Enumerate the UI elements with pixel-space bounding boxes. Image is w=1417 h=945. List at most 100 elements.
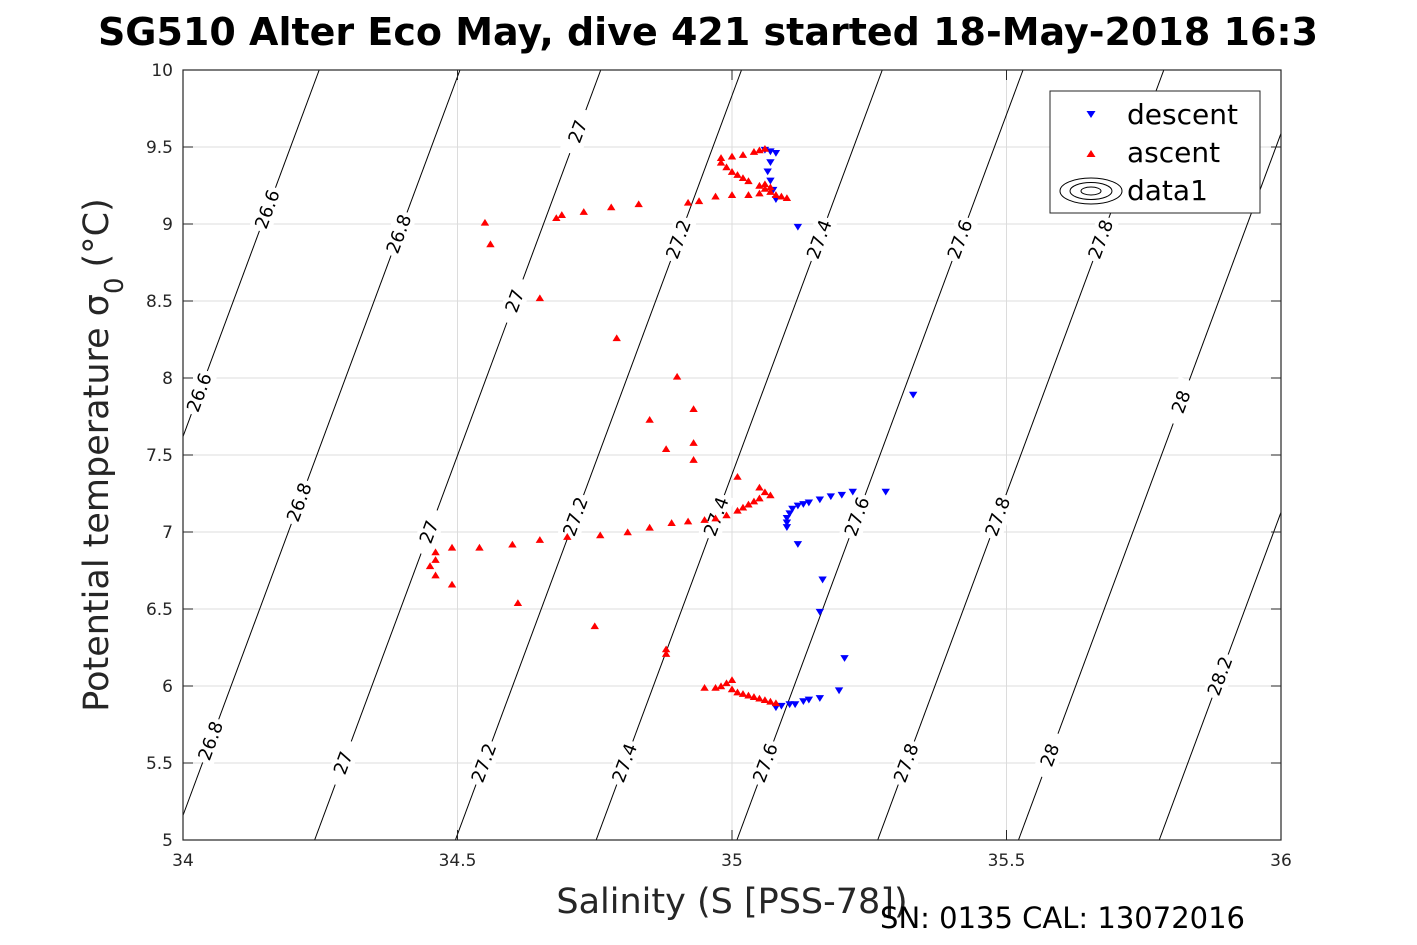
ascent-point: [722, 163, 731, 171]
contour-label-bg: [606, 737, 644, 789]
ascent-point: [661, 650, 671, 657]
contour-label: 27: [496, 275, 534, 327]
y-tick-label: 8: [162, 369, 173, 389]
y-tick-label: 6.5: [146, 600, 173, 620]
grid: [182, 69, 1282, 841]
ascent-point: [623, 528, 632, 536]
descent-point: [815, 608, 825, 616]
ascent-point: [744, 177, 753, 185]
density-contour-line: [736, 70, 1024, 840]
legend-contour-icon: [1059, 177, 1123, 205]
ascent-point: [563, 533, 572, 540]
y-tick-label: 10: [151, 61, 173, 81]
density-contour-line: [314, 70, 602, 840]
y-axis-title-main: Potential temperature σ: [77, 294, 117, 712]
ascent-point: [722, 679, 731, 687]
ascent-point: [683, 517, 693, 525]
ascent-point: [661, 445, 671, 453]
contour-label-bg: [747, 737, 784, 789]
legend-descent-label: descent: [1127, 98, 1238, 131]
legend-data1-label: data1: [1127, 174, 1208, 207]
y-tick-label: 5: [162, 831, 173, 851]
x-tick-label: 34: [172, 851, 194, 871]
ascent-point: [760, 144, 770, 152]
contour-label-bg: [1082, 214, 1120, 265]
contour-label-bg: [801, 214, 838, 265]
ascent-point: [733, 688, 742, 696]
ascent-point: [749, 497, 759, 505]
ascent-point: [738, 503, 748, 511]
ascent-point: [689, 439, 698, 446]
descent-point: [840, 655, 849, 662]
descent-point: [788, 505, 797, 513]
y-axis-title: Potential temperature σ0 (°C): [77, 198, 130, 712]
ascent-point: [766, 183, 775, 191]
ascent-point: [486, 240, 495, 248]
contour-label-bg: [941, 214, 979, 265]
ascent-point: [733, 506, 742, 514]
ascent-point: [634, 200, 643, 208]
ascent-point: [749, 693, 759, 700]
ascent-point: [766, 697, 775, 705]
legend-ascent-label: ascent: [1127, 136, 1220, 169]
ascent-point: [683, 198, 693, 206]
legend-ascent-marker: [1086, 150, 1096, 157]
density-contour-line: [595, 70, 883, 840]
ascent-point: [431, 571, 440, 579]
contour-label-bg: [559, 106, 597, 157]
y-tick-label: 7: [162, 523, 173, 543]
x-tick-label: 35.5: [988, 851, 1026, 871]
ascent-point: [727, 685, 737, 693]
ascent-point: [557, 211, 567, 218]
ascent-point: [777, 192, 786, 200]
ascent-point: [738, 690, 748, 697]
legend: descent ascent data1: [1049, 90, 1261, 214]
ascent-point: [535, 294, 545, 302]
contour-label-bg: [979, 491, 1017, 542]
ascent-point: [667, 519, 676, 526]
density-contour-line: [183, 70, 461, 817]
chart-title: SG510 Alter Eco May, dive 421 started 18…: [98, 10, 1318, 54]
ascent-point: [727, 168, 737, 175]
contour-label-bg: [380, 208, 418, 260]
descent-point: [799, 698, 808, 705]
y-tick-label: 9: [162, 215, 173, 235]
ascent-point: [661, 645, 671, 653]
contour-label-bg: [660, 214, 697, 265]
ascent-point: [475, 543, 484, 551]
descent-point: [763, 168, 772, 176]
contour-label-bg: [496, 275, 534, 327]
ascent-point: [744, 191, 753, 198]
descent-point: [766, 177, 775, 185]
contour-label-bg: [1031, 729, 1069, 781]
ascent-point: [596, 531, 605, 539]
ascent-point: [716, 682, 726, 690]
legend-box: [1049, 90, 1261, 214]
density-contour-line: [1300, 70, 1417, 840]
ascent-point: [590, 622, 599, 630]
contour-label-bg: [249, 183, 286, 235]
contour-label-bg: [465, 737, 503, 789]
ascent-point: [645, 415, 654, 423]
descent-point: [771, 149, 781, 157]
legend-descent-marker: [1086, 111, 1096, 118]
descent-point: [815, 496, 825, 504]
contour-label-bg: [281, 476, 318, 528]
contour-label-bg: [410, 506, 448, 558]
descent-point: [766, 159, 775, 166]
y-tick-label: 7.5: [146, 446, 173, 466]
ascent-point: [513, 599, 523, 607]
descent-point: [790, 701, 800, 709]
ascent-point: [579, 208, 588, 215]
ascent-point: [727, 191, 737, 198]
ascent-point: [447, 580, 457, 588]
density-contour-line: [1158, 510, 1281, 840]
ascent-point: [480, 218, 490, 226]
descent-point: [818, 576, 827, 584]
ascent-point: [700, 516, 709, 523]
descent-point: [834, 687, 844, 695]
ascent-point: [744, 691, 753, 699]
ascent-point: [612, 334, 621, 342]
density-contour-line: [0, 70, 38, 840]
axis-ticks: 34 34.5 35 35.5 36 5 5.5 6 6.5 7 7.5 8 8.5 9 9.5 10: [146, 61, 1292, 871]
